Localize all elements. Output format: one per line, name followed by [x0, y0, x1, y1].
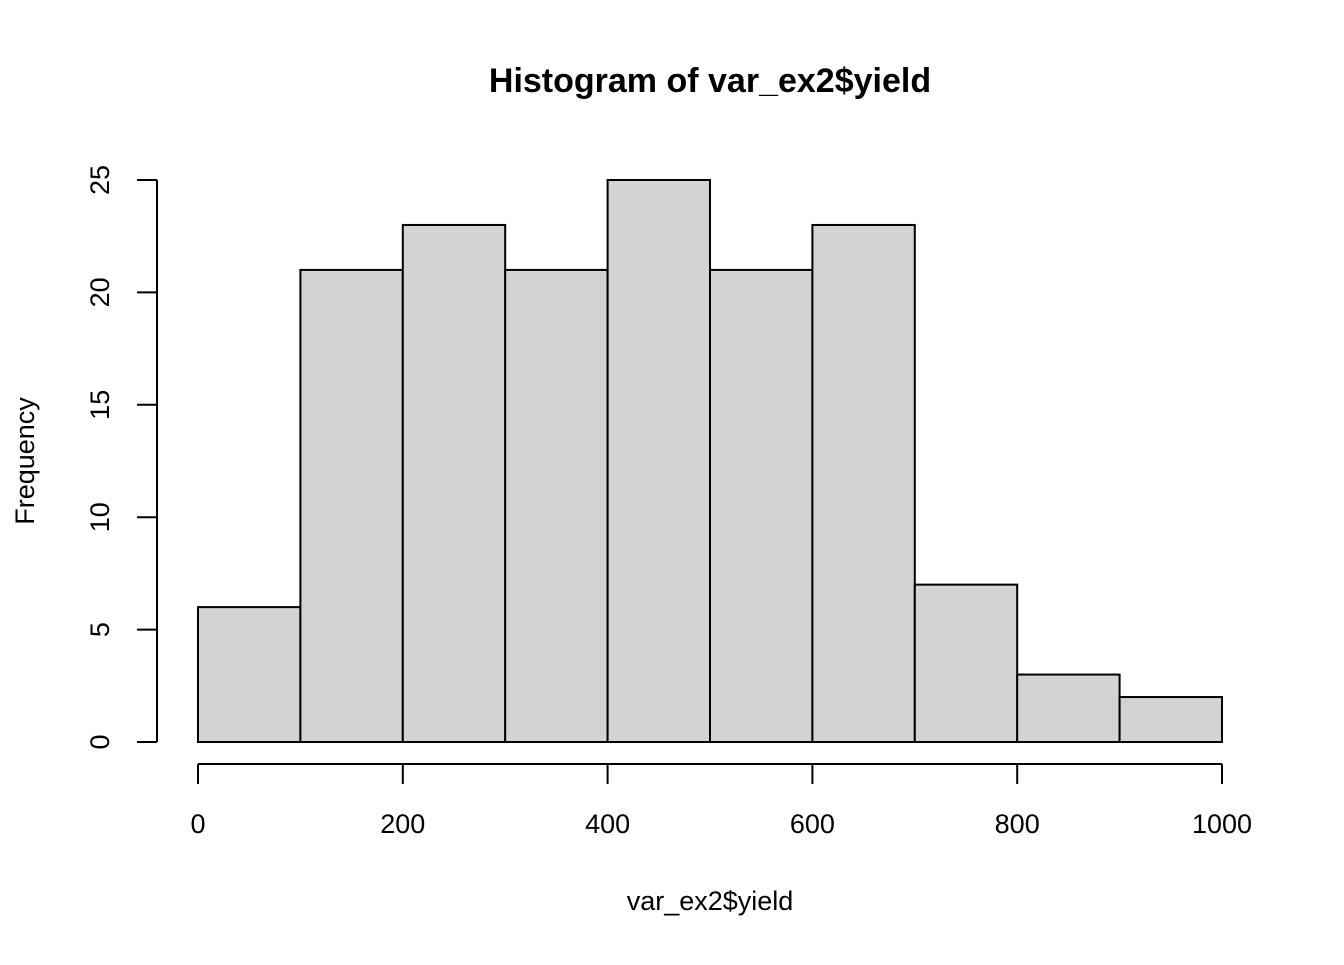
histogram-bar-9: [1118, 696, 1223, 743]
histogram-bar-6: [811, 223, 916, 743]
histogram-bar-2: [401, 223, 507, 743]
x-tick-label: 200: [380, 809, 425, 839]
y-axis: 0 5 10 15 20 25: [85, 165, 158, 750]
histogram-bar-3: [504, 268, 609, 743]
x-tick-label: 400: [585, 809, 630, 839]
histogram-bar-7: [913, 583, 1019, 744]
x-tick-label: 600: [790, 809, 835, 839]
y-tick-label: 10: [85, 502, 115, 532]
x-tick-label: 1000: [1192, 809, 1252, 839]
x-axis: 0 200 400 600 800 1000: [190, 763, 1252, 839]
y-tick-label: 0: [85, 734, 115, 749]
bars-group: [197, 179, 1223, 744]
y-tick-label: 25: [85, 165, 115, 195]
x-axis-label: var_ex2$yield: [627, 886, 794, 916]
y-tick-label: 5: [85, 622, 115, 637]
y-tick-label: 20: [85, 277, 115, 307]
x-tick-label: 800: [995, 809, 1040, 839]
y-tick-label: 15: [85, 390, 115, 420]
histogram-bar-5: [709, 268, 814, 743]
x-tick-label: 0: [190, 809, 205, 839]
histogram-bar-0: [197, 606, 302, 743]
histogram-bar-1: [299, 268, 404, 743]
y-axis-label: Frequency: [10, 397, 40, 525]
chart-title: Histogram of var_ex2$yield: [489, 62, 931, 100]
histogram-bar-4: [606, 179, 711, 743]
histogram-bar-8: [1016, 673, 1121, 743]
